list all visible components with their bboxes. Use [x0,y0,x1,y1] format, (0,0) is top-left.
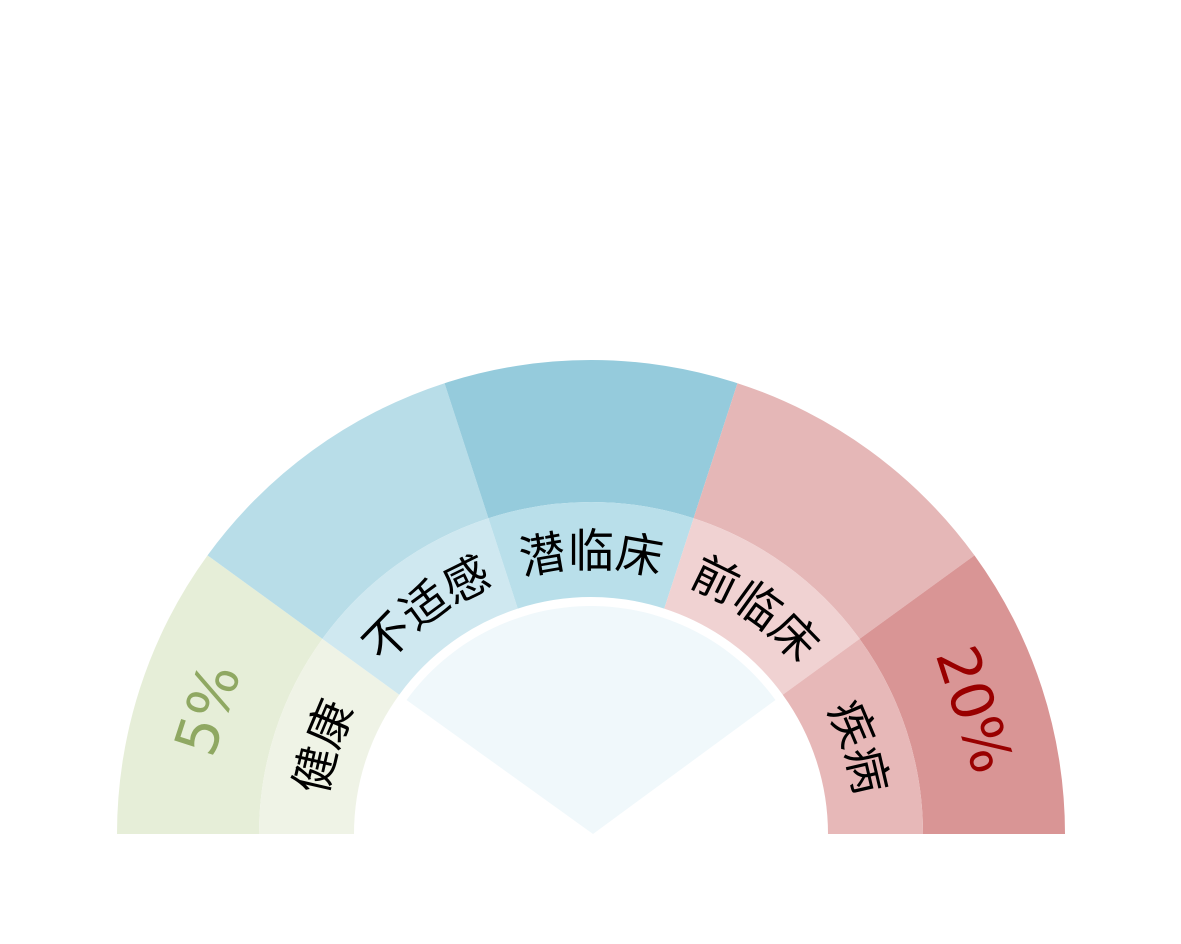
outer-segment-5 [859,555,1065,834]
outer-segment-2 [207,383,489,639]
inner-segment-3 [488,501,694,609]
outer-segment-4 [693,383,975,639]
outer-segment-1 [117,555,323,834]
segment-label-3: 潜临床 [515,524,667,586]
inner-segment-2 [322,518,518,695]
center-fan-wedge [406,606,776,834]
outer-segment-3 [444,360,738,519]
center-fan [406,606,776,834]
outer-ring [117,360,1065,834]
inner-segment-4 [664,518,860,695]
inner-segment-5 [782,638,923,834]
inner-ring [259,501,923,834]
inner-segment-1 [259,638,400,834]
